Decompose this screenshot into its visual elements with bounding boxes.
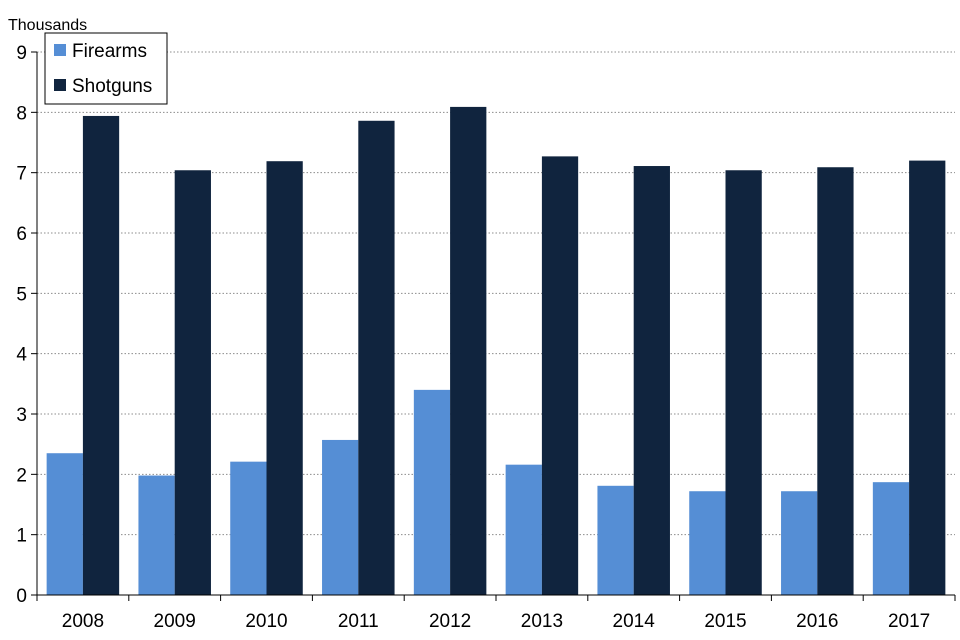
bar-firearms-2013 xyxy=(505,464,542,595)
bar-shotguns-2010 xyxy=(266,161,303,595)
bar-shotguns-2008 xyxy=(82,115,120,595)
bar-firearms-2017 xyxy=(872,482,910,595)
legend-label-shotguns: Shotguns xyxy=(72,76,152,97)
bar-firearms-2014 xyxy=(597,485,634,595)
y-tick-label: 2 xyxy=(16,465,27,486)
bar-firearms-2008 xyxy=(46,453,83,595)
y-axis-unit-label: Thousands xyxy=(8,17,87,34)
legend: Firearms Shotguns xyxy=(44,32,168,105)
y-tick-label: 3 xyxy=(16,405,27,426)
x-tick-label: 2012 xyxy=(429,611,471,632)
y-tick-label: 7 xyxy=(16,164,27,185)
y-tick-label: 9 xyxy=(16,43,27,64)
bar-shotguns-2011 xyxy=(358,120,395,595)
x-tick-label: 2015 xyxy=(704,611,746,632)
bar-firearms-2010 xyxy=(230,461,267,595)
y-tick-label: 1 xyxy=(16,526,27,547)
y-tick-label: 0 xyxy=(16,586,27,607)
bar-shotguns-2014 xyxy=(633,166,670,595)
x-tick-label: 2013 xyxy=(521,611,563,632)
y-tick-label: 8 xyxy=(16,103,27,124)
bar-shotguns-2013 xyxy=(541,156,579,596)
y-tick-label: 5 xyxy=(16,284,27,305)
x-tick-label: 2017 xyxy=(888,611,930,632)
bar-shotguns-2017 xyxy=(909,160,946,595)
y-axis: 0 1 2 3 4 5 6 7 8 9 xyxy=(16,43,38,607)
x-tick-label: 2010 xyxy=(245,611,287,632)
x-tick-label: 2016 xyxy=(796,611,838,632)
legend-swatch-shotguns xyxy=(54,79,66,91)
legend-label-firearms: Firearms xyxy=(72,41,147,62)
bar-firearms-2015 xyxy=(689,491,726,595)
x-axis: 2008 2009 2010 2011 2012 2013 2014 2015 2016 2017 xyxy=(36,594,956,632)
bar-firearms-2012 xyxy=(413,389,451,595)
bar-firearms-2011 xyxy=(322,439,359,595)
y-tick-label: 6 xyxy=(16,224,27,245)
gridlines xyxy=(37,51,955,536)
y-tick-label: 4 xyxy=(16,345,27,366)
legend-swatch-firearms xyxy=(54,44,66,56)
bar-shotguns-2009 xyxy=(174,170,211,595)
x-tick-label: 2014 xyxy=(613,611,656,632)
bar-shotguns-2016 xyxy=(817,167,854,595)
x-tick-label: 2011 xyxy=(338,611,379,632)
bar-shotguns-2015 xyxy=(725,170,762,595)
bar-firearms-2009 xyxy=(138,475,175,595)
bars xyxy=(46,106,946,596)
x-tick-label: 2009 xyxy=(154,611,196,632)
x-tick-label: 2008 xyxy=(62,611,104,632)
bar-firearms-2016 xyxy=(781,491,818,595)
bar-shotguns-2012 xyxy=(450,106,487,596)
